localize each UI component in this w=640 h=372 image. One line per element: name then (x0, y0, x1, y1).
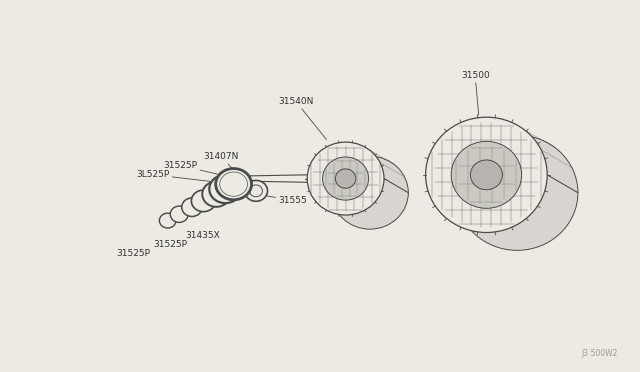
Ellipse shape (307, 142, 384, 215)
Ellipse shape (332, 156, 408, 229)
Ellipse shape (159, 213, 176, 228)
Ellipse shape (202, 182, 230, 207)
Ellipse shape (244, 180, 268, 201)
Ellipse shape (456, 135, 578, 250)
Ellipse shape (470, 160, 502, 190)
Ellipse shape (323, 157, 369, 200)
Text: J3 500W2: J3 500W2 (581, 349, 618, 358)
Ellipse shape (170, 206, 188, 222)
Ellipse shape (451, 141, 522, 208)
Text: 31500: 31500 (461, 71, 490, 115)
Text: 31540N: 31540N (278, 97, 326, 140)
Ellipse shape (209, 175, 241, 203)
Text: 31525P: 31525P (154, 240, 188, 249)
Ellipse shape (191, 190, 216, 212)
Ellipse shape (426, 117, 547, 232)
Text: 31555: 31555 (260, 195, 307, 205)
Ellipse shape (216, 169, 252, 200)
Ellipse shape (221, 174, 227, 183)
Text: 31407N: 31407N (204, 152, 239, 169)
Text: 3L525P: 3L525P (136, 170, 211, 182)
Text: 31525P: 31525P (163, 161, 221, 175)
Ellipse shape (335, 169, 356, 188)
Text: 31435X: 31435X (186, 231, 220, 240)
Text: 31525P: 31525P (116, 249, 150, 258)
Ellipse shape (182, 198, 202, 217)
